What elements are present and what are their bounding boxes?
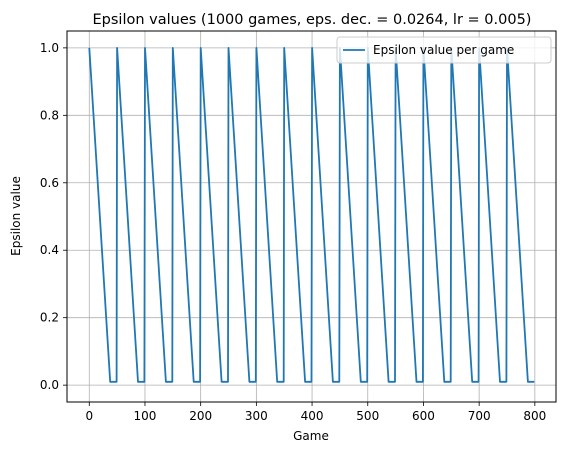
x-ticks: 0 100 200 300 400 500 600 700 800 <box>85 402 546 423</box>
x-tick-label: 300 <box>245 409 268 423</box>
series-line <box>88 47 535 383</box>
x-tick-label: 100 <box>134 409 157 423</box>
y-tick-label: 0.8 <box>40 108 59 122</box>
chart-title: Epsilon values (1000 games, eps. dec. = … <box>93 12 532 28</box>
x-tick-label: 500 <box>356 409 379 423</box>
x-tick-label: 800 <box>523 409 546 423</box>
y-tick-label: 0.2 <box>40 311 59 325</box>
y-axis-label: Epsilon value <box>9 176 23 256</box>
y-tick-label: 0.0 <box>40 378 59 392</box>
x-tick-label: 700 <box>468 409 491 423</box>
legend: Epsilon value per game <box>336 36 552 64</box>
x-tick-label: 400 <box>301 409 324 423</box>
series-layer <box>88 47 535 383</box>
legend-label: Epsilon value per game <box>373 43 514 57</box>
x-tick-label: 600 <box>412 409 435 423</box>
y-tick-label: 0.6 <box>40 176 59 190</box>
x-tick-label: 200 <box>189 409 212 423</box>
y-tick-label: 0.4 <box>40 243 59 257</box>
x-tick-label: 0 <box>85 409 93 423</box>
legend-box <box>336 36 552 64</box>
x-axis-label: Game <box>293 429 329 443</box>
y-tick-label: 1.0 <box>40 41 59 55</box>
y-ticks: 0.0 0.2 0.4 0.6 0.8 1.0 <box>40 41 67 392</box>
plot-frame <box>66 30 557 403</box>
